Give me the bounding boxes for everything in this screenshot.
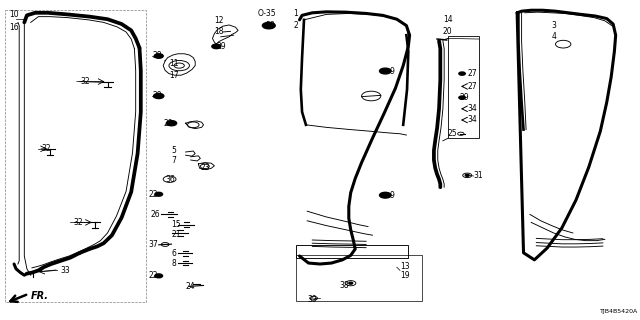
Text: 38: 38 <box>339 281 349 290</box>
Text: 7: 7 <box>172 156 177 165</box>
Circle shape <box>349 282 353 284</box>
Circle shape <box>380 192 391 198</box>
Text: 22: 22 <box>148 271 158 280</box>
Text: 34: 34 <box>467 104 477 113</box>
Text: 21: 21 <box>172 230 181 239</box>
Circle shape <box>154 54 163 58</box>
Text: 8: 8 <box>172 259 176 268</box>
Circle shape <box>154 93 164 99</box>
Text: 2: 2 <box>293 21 298 30</box>
Circle shape <box>459 96 465 99</box>
Text: 24: 24 <box>186 282 195 291</box>
Text: 9: 9 <box>390 68 395 76</box>
Text: 32: 32 <box>42 144 51 153</box>
Text: 17: 17 <box>170 71 179 80</box>
Text: 34: 34 <box>467 116 477 124</box>
Text: 30: 30 <box>266 21 275 30</box>
Text: 33: 33 <box>61 266 70 275</box>
Text: 13: 13 <box>400 262 410 271</box>
Circle shape <box>262 22 275 29</box>
Text: 29: 29 <box>163 119 173 128</box>
Text: 12: 12 <box>214 16 224 25</box>
Text: 18: 18 <box>214 28 224 36</box>
Text: 22: 22 <box>148 190 158 199</box>
Circle shape <box>166 121 177 126</box>
Text: 5: 5 <box>172 146 177 155</box>
Circle shape <box>212 44 221 49</box>
Text: 31: 31 <box>474 172 483 180</box>
Text: 1: 1 <box>293 9 298 18</box>
Circle shape <box>155 192 163 196</box>
Text: 19: 19 <box>400 271 410 280</box>
Text: 25: 25 <box>448 129 458 138</box>
Circle shape <box>465 174 469 176</box>
Text: 15: 15 <box>172 220 181 229</box>
Text: 10: 10 <box>10 10 19 19</box>
Text: 28: 28 <box>152 52 162 60</box>
Text: 16: 16 <box>10 23 19 32</box>
Bar <box>296 255 422 301</box>
Text: 37: 37 <box>148 240 158 249</box>
Text: 26: 26 <box>150 210 160 219</box>
Text: 23: 23 <box>200 164 210 172</box>
Text: 29: 29 <box>460 93 469 102</box>
Text: 3: 3 <box>552 21 557 30</box>
Text: 20: 20 <box>443 27 452 36</box>
Text: 29: 29 <box>152 92 162 100</box>
Text: 32: 32 <box>80 77 90 86</box>
Text: 4: 4 <box>552 32 557 41</box>
Text: 11: 11 <box>170 60 179 68</box>
Text: TJB4B5420A: TJB4B5420A <box>600 309 639 314</box>
Text: 39: 39 <box>307 295 317 304</box>
Text: FR.: FR. <box>31 291 49 301</box>
Bar <box>296 245 408 258</box>
Text: 9: 9 <box>390 191 395 200</box>
Text: 36: 36 <box>165 175 175 184</box>
Text: 6: 6 <box>172 249 177 258</box>
Text: 14: 14 <box>443 15 452 24</box>
Text: 29: 29 <box>217 42 227 51</box>
Circle shape <box>155 274 163 278</box>
Text: 27: 27 <box>467 82 477 91</box>
Bar <box>448 36 479 138</box>
Text: O-35: O-35 <box>257 9 276 18</box>
Text: 32: 32 <box>74 218 83 227</box>
Circle shape <box>459 72 465 75</box>
Text: 27: 27 <box>467 69 477 78</box>
Circle shape <box>380 68 391 74</box>
